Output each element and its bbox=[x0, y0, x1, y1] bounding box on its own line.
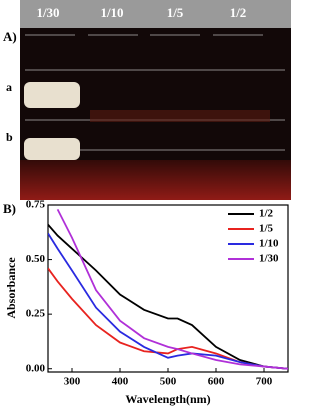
series-line bbox=[48, 224, 288, 370]
photo bbox=[20, 0, 291, 200]
x-axis-title: Wavelength(nm) bbox=[125, 392, 210, 406]
x-tick-label: 400 bbox=[112, 376, 129, 388]
y-tick-label: 0.00 bbox=[26, 362, 46, 374]
row-label: c bbox=[10, 184, 16, 198]
column-label: 1/5 bbox=[167, 5, 184, 20]
legend-label: 1/5 bbox=[259, 223, 274, 235]
panel-label: B) bbox=[3, 201, 16, 216]
y-tick-label: 0.25 bbox=[26, 308, 46, 320]
x-tick-label: 600 bbox=[208, 376, 225, 388]
figure: A) 1/30 1/10 1/5 1/2 a b c B) Wavelength… bbox=[3, 0, 291, 406]
panel-label: A) bbox=[3, 29, 17, 44]
row-label: b bbox=[6, 130, 13, 144]
y-tick-label: 0.50 bbox=[26, 253, 46, 265]
column-label: 1/10 bbox=[100, 5, 123, 20]
legend-label: 1/10 bbox=[259, 238, 279, 250]
series-line bbox=[56, 208, 288, 370]
column-label: 1/2 bbox=[230, 5, 247, 20]
y-tick-label: 0.75 bbox=[26, 199, 46, 211]
row-label: a bbox=[6, 80, 12, 94]
column-label: 1/30 bbox=[36, 5, 59, 20]
legend-label: 1/2 bbox=[259, 208, 274, 220]
y-axis-title: Absorbance bbox=[4, 257, 18, 319]
x-tick-label: 300 bbox=[64, 376, 81, 388]
x-tick-label: 500 bbox=[160, 376, 177, 388]
x-tick-label: 700 bbox=[256, 376, 273, 388]
plot-area bbox=[48, 208, 288, 370]
legend-label: 1/30 bbox=[259, 253, 279, 265]
series-line bbox=[48, 232, 288, 370]
